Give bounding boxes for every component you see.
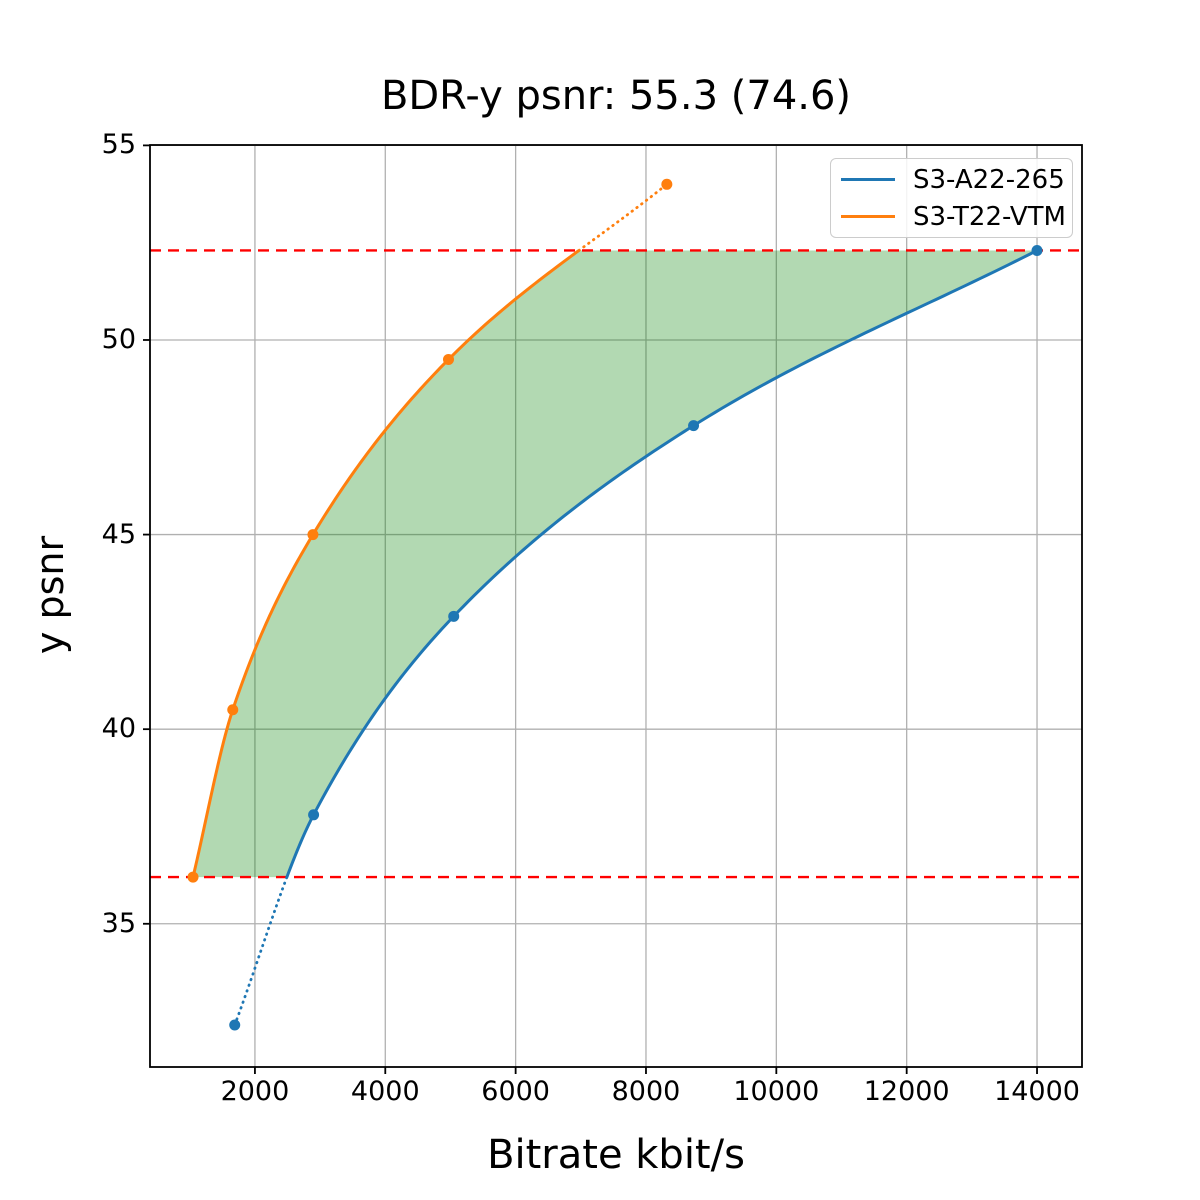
- legend-line-swatch: [841, 214, 895, 219]
- legend-label: S3-A22-265: [913, 164, 1065, 195]
- y-tick-label: 35: [101, 907, 136, 939]
- legend: S3-A22-265 S3-T22-VTM: [830, 158, 1073, 238]
- chart-title: BDR-y psnr: 55.3 (74.6): [380, 73, 852, 119]
- y-tick-label: 40: [101, 713, 136, 745]
- data-point-marker: [229, 1019, 241, 1031]
- y-axis-label: y psnr: [28, 535, 72, 655]
- data-point-marker: [1031, 244, 1043, 256]
- chart-svg: [143, 144, 1083, 1074]
- data-point-marker: [661, 178, 673, 190]
- data-point-marker: [448, 610, 460, 622]
- legend-entry: S3-T22-VTM: [841, 202, 1066, 232]
- x-tick-label: 2000: [220, 1076, 290, 1107]
- x-tick-label: 12000: [863, 1076, 950, 1107]
- series-line-S3-T22-VTM: [577, 182, 669, 252]
- y-tick-label: 45: [101, 518, 136, 550]
- data-point-marker: [308, 809, 320, 821]
- x-tick-label: 14000: [994, 1076, 1080, 1107]
- x-axis-label: Bitrate kbit/s: [487, 1132, 745, 1178]
- plot-spines: [149, 144, 1083, 1068]
- x-tick-label: 10000: [733, 1076, 820, 1107]
- data-point-marker: [227, 704, 239, 716]
- legend-label: S3-T22-VTM: [913, 201, 1066, 232]
- series-line-S3-A22-265: [285, 249, 1038, 878]
- y-tick-label: 55: [101, 129, 136, 161]
- series-line-S3-A22-265: [233, 875, 289, 1027]
- data-point-marker: [187, 871, 199, 883]
- data-point-marker: [688, 420, 700, 432]
- plot-area: [143, 144, 1083, 1074]
- legend-line-swatch: [841, 177, 895, 182]
- x-tick-label: 6000: [481, 1076, 550, 1107]
- x-tick-label: 4000: [350, 1076, 420, 1107]
- data-point-marker: [443, 353, 455, 365]
- y-tick-label: 50: [101, 323, 136, 355]
- bd-shaded-region: [193, 250, 1038, 878]
- data-point-marker: [307, 529, 319, 541]
- legend-entry: S3-A22-265: [841, 164, 1065, 195]
- x-tick-label: 8000: [611, 1076, 681, 1107]
